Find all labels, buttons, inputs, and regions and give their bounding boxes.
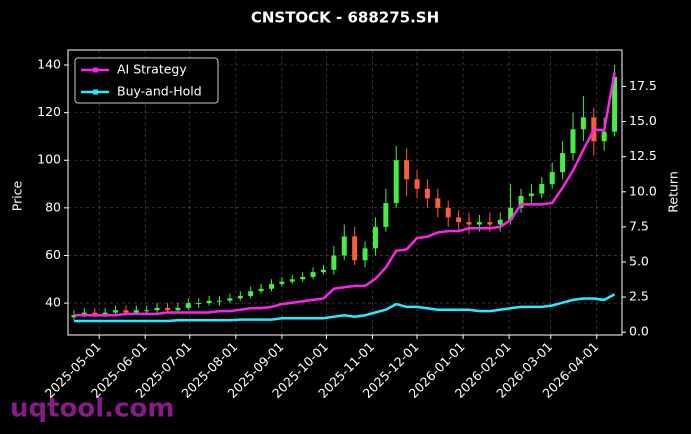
candle-body bbox=[476, 222, 482, 225]
candle-body bbox=[580, 117, 586, 130]
candle-body bbox=[289, 279, 295, 282]
y-tick-label: 140 bbox=[37, 57, 61, 72]
candle-body bbox=[185, 303, 191, 308]
return-line bbox=[73, 72, 616, 317]
legend-label: Buy-and-Hold bbox=[117, 84, 202, 99]
candle-body bbox=[466, 222, 472, 225]
watermark: uqtool.com bbox=[10, 394, 174, 424]
candle-body bbox=[508, 207, 514, 220]
candle-body bbox=[435, 198, 441, 208]
candle-body bbox=[196, 303, 202, 305]
chart-title: CNSTOCK - 688275.SH bbox=[251, 9, 439, 27]
candle-body bbox=[404, 160, 410, 180]
candle-body bbox=[570, 129, 576, 154]
candle-body bbox=[372, 226, 378, 249]
candle-body bbox=[601, 131, 607, 142]
candle-body bbox=[487, 222, 493, 225]
candle-body bbox=[227, 298, 233, 301]
candle-body bbox=[341, 236, 347, 256]
candle-body bbox=[133, 310, 139, 313]
y2-tick-label: 12.5 bbox=[629, 148, 657, 163]
candle-body bbox=[248, 291, 254, 296]
y-tick-label: 40 bbox=[45, 295, 61, 310]
candle-body bbox=[144, 310, 150, 312]
candle-body bbox=[154, 307, 160, 311]
candle-body bbox=[165, 307, 171, 311]
candle-body bbox=[560, 153, 566, 173]
y2-tick-label: 5.0 bbox=[629, 253, 649, 268]
candle-body bbox=[175, 307, 181, 311]
legend-marker bbox=[93, 67, 98, 73]
y2-tick-label: 7.5 bbox=[629, 218, 649, 233]
candle-body bbox=[237, 295, 243, 299]
candle-body bbox=[383, 203, 389, 227]
candle-body bbox=[123, 310, 129, 313]
candle-body bbox=[456, 217, 462, 223]
y2-tick-label: 17.5 bbox=[629, 78, 657, 93]
return-line bbox=[73, 293, 616, 323]
candle-body bbox=[497, 219, 503, 225]
candle-body bbox=[279, 281, 285, 285]
candle-body bbox=[268, 284, 274, 289]
legend-marker bbox=[93, 89, 98, 95]
candle-body bbox=[102, 312, 108, 315]
candle-body bbox=[424, 188, 430, 199]
y-tick-label: 120 bbox=[37, 104, 61, 119]
candle-body bbox=[300, 276, 306, 280]
candle-body bbox=[258, 288, 264, 292]
candle-body bbox=[352, 236, 358, 261]
y2-tick-label: 0.0 bbox=[629, 324, 649, 339]
candle-body bbox=[362, 248, 368, 261]
y2-axis-label: Return bbox=[666, 171, 681, 212]
candle-body bbox=[331, 255, 337, 270]
candle-body bbox=[414, 179, 420, 189]
legend-box bbox=[74, 57, 219, 104]
plot-frame bbox=[67, 49, 623, 336]
candle-body bbox=[113, 310, 119, 313]
candle-body bbox=[393, 160, 399, 204]
y2-tick-label: 15.0 bbox=[629, 113, 657, 128]
y2-tick-label: 2.5 bbox=[629, 289, 649, 304]
y-tick-label: 60 bbox=[45, 247, 61, 262]
candle-body bbox=[445, 207, 451, 218]
y2-tick-label: 10.0 bbox=[629, 183, 657, 198]
legend-label: AI Strategy bbox=[117, 62, 187, 77]
candle-body bbox=[528, 193, 534, 196]
y-tick-label: 80 bbox=[45, 199, 61, 214]
candle-body bbox=[81, 312, 87, 315]
y-axis-label: Price bbox=[10, 180, 25, 211]
candle-body bbox=[612, 76, 618, 132]
candle-body bbox=[310, 272, 316, 277]
candle-body bbox=[539, 184, 545, 194]
candle-body bbox=[206, 300, 212, 304]
candle-body bbox=[549, 172, 555, 185]
y-tick-label: 100 bbox=[37, 152, 61, 167]
candle-body bbox=[320, 269, 326, 273]
candle-body bbox=[216, 300, 222, 302]
candle-body bbox=[92, 312, 98, 315]
candle-body bbox=[518, 195, 524, 208]
